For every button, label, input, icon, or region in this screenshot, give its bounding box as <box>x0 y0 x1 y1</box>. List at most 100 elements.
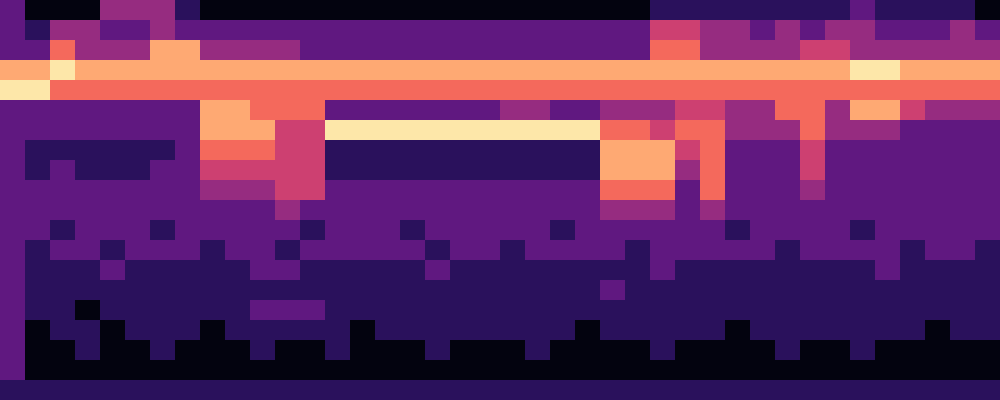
cell <box>525 140 551 161</box>
cell <box>275 40 301 61</box>
cell <box>725 100 751 121</box>
cell <box>325 0 351 21</box>
cell <box>675 220 701 241</box>
cell <box>750 180 776 201</box>
cell <box>625 160 651 181</box>
cell <box>175 100 201 121</box>
cell <box>550 200 576 221</box>
cell <box>50 160 76 181</box>
cell <box>150 200 176 221</box>
cell <box>725 320 751 341</box>
cell <box>825 0 851 21</box>
cell <box>575 180 601 201</box>
cell <box>400 200 426 221</box>
cell <box>900 40 926 61</box>
cell <box>425 0 451 21</box>
cell <box>425 160 451 181</box>
cell <box>875 340 901 361</box>
cell <box>700 280 726 301</box>
cell <box>675 300 701 321</box>
cell <box>375 140 401 161</box>
cell <box>700 340 726 361</box>
cell <box>250 340 276 361</box>
cell <box>525 60 551 81</box>
cell <box>675 40 701 61</box>
cell <box>225 220 251 241</box>
cell <box>650 80 676 101</box>
cell <box>400 0 426 21</box>
cell <box>25 180 51 201</box>
cell <box>450 60 476 81</box>
cell <box>525 260 551 281</box>
cell <box>475 220 501 241</box>
cell <box>525 160 551 181</box>
cell <box>900 280 926 301</box>
cell <box>550 220 576 241</box>
cell <box>925 100 951 121</box>
cell <box>75 320 101 341</box>
cell <box>875 60 901 81</box>
cell <box>900 300 926 321</box>
cell <box>275 80 301 101</box>
cell <box>75 200 101 221</box>
cell <box>675 80 701 101</box>
cell <box>0 20 26 41</box>
cell <box>0 40 26 61</box>
cell <box>825 200 851 221</box>
cell <box>225 240 251 261</box>
cell <box>225 20 251 41</box>
cell <box>725 0 751 21</box>
cell <box>525 380 551 400</box>
cell <box>200 140 226 161</box>
cell <box>975 360 1000 381</box>
cell <box>650 260 676 281</box>
cell <box>200 120 226 141</box>
cell <box>700 240 726 261</box>
cell <box>850 340 876 361</box>
cell <box>575 320 601 341</box>
cell <box>575 140 601 161</box>
cell <box>500 340 526 361</box>
cell <box>125 240 151 261</box>
cell <box>425 60 451 81</box>
cell <box>750 260 776 281</box>
cell <box>325 280 351 301</box>
cell <box>300 200 326 221</box>
cell <box>925 360 951 381</box>
cell <box>625 20 651 41</box>
cell <box>325 340 351 361</box>
cell <box>850 280 876 301</box>
cell <box>475 60 501 81</box>
cell <box>275 240 301 261</box>
cell <box>600 80 626 101</box>
cell <box>325 360 351 381</box>
cell <box>700 60 726 81</box>
cell <box>0 80 26 101</box>
cell <box>225 180 251 201</box>
cell <box>575 280 601 301</box>
cell <box>400 180 426 201</box>
cell <box>975 340 1000 361</box>
cell <box>725 140 751 161</box>
cell <box>500 380 526 400</box>
cell <box>375 160 401 181</box>
cell <box>275 300 301 321</box>
cell <box>250 260 276 281</box>
cell <box>125 140 151 161</box>
cell <box>650 140 676 161</box>
cell <box>725 60 751 81</box>
cell <box>625 340 651 361</box>
cell <box>675 120 701 141</box>
cell <box>275 340 301 361</box>
cell <box>150 0 176 21</box>
cell <box>275 160 301 181</box>
cell <box>975 40 1000 61</box>
cell <box>775 40 801 61</box>
cell <box>850 60 876 81</box>
cell <box>725 80 751 101</box>
cell <box>300 180 326 201</box>
cell <box>925 260 951 281</box>
cell <box>450 100 476 121</box>
cell <box>0 360 26 381</box>
cell <box>800 300 826 321</box>
